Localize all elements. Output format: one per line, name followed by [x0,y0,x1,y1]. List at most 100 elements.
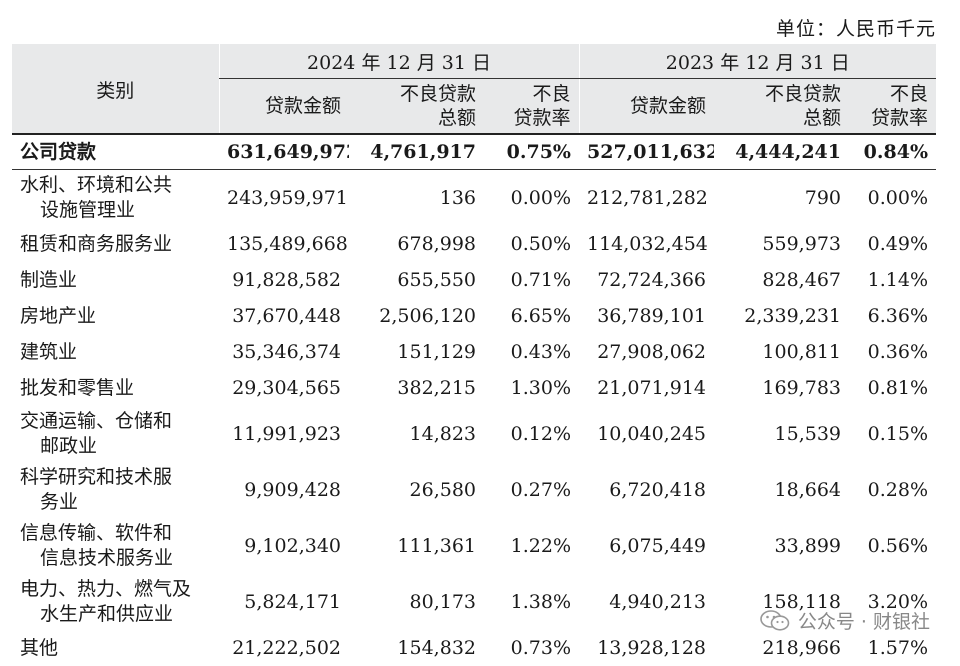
cell-npl-2024: 2,506,120 [379,305,476,327]
industry-name-line1: 信息传输、软件和 [20,522,173,544]
cell-npl-2023: 15,539 [774,423,841,445]
cell-loan-2024: 9,102,340 [244,535,341,557]
cell-ratio-2024: 1.30% [510,377,571,399]
loan-table: 类别 2024 年 12 月 31 日 2023 年 12 月 31 日 贷款金… [12,44,937,666]
industry-name-line1: 租赁和商务服务业 [20,232,173,255]
cell-ratio-2024: 0.71% [510,269,571,291]
header-npl-ratio-2024: 不良 贷款率 [484,78,579,135]
industry-name: 租赁和商务服务业 [12,226,219,262]
cell-npl-2024: 151,129 [397,341,476,363]
cell-npl-2023: 2,339,231 [744,305,841,327]
cell-loan-2023: 21,071,914 [597,377,706,399]
cell-loan-2023: 10,040,245 [597,423,706,445]
header-npl-total-2024: 不良贷款 总额 [349,78,484,135]
cell-ratio-2024: 0.12% [510,423,571,445]
total-npl-2024: 4,761,917 [349,134,484,170]
cell-ratio-2023: 0.28% [867,479,929,501]
cell-loan-2023: 212,781,282 [587,187,708,209]
cell-npl-2024: 111,361 [397,535,476,557]
cell-loan-2024: 21,222,502 [232,637,341,659]
cell-npl-2023: 169,783 [762,377,841,399]
cell-ratio-2023: 6.36% [867,305,929,327]
header-loan-amount-2023: 贷款金额 [578,78,714,135]
wechat-icon [760,609,790,633]
cell-ratio-2023: 0.15% [867,423,929,445]
cell-loan-2023: 114,032,454 [587,233,708,255]
total-loan-2024: 631,649,972 [219,134,349,170]
cell-ratio-2023: 0.56% [867,535,929,557]
cell-ratio-2024: 0.73% [510,637,571,659]
industry-name-line1: 制造业 [20,268,78,291]
industry-name: 房地产业 [12,298,219,334]
industry-name-line2: 设施管理业 [40,199,136,221]
industry-name: 制造业 [12,262,219,298]
cell-loan-2023: 13,928,128 [597,637,706,659]
cell-npl-2023: 218,966 [762,637,841,659]
industry-name-line1: 电力、热力、燃气及 [20,578,192,600]
cell-loan-2024: 9,909,428 [244,479,341,501]
industry-name-line1: 其他 [20,636,59,659]
cell-npl-2024: 382,215 [397,377,476,399]
cell-loan-2023: 27,908,062 [597,341,706,363]
cell-npl-2023: 18,664 [774,479,841,501]
total-npl-2023: 4,444,241 [714,134,849,170]
industry-name-line1: 批发和零售业 [20,376,135,399]
industry-name: 批发和零售业 [12,370,219,406]
cell-npl-2024: 154,832 [397,637,476,659]
total-name: 公司贷款 [12,134,219,170]
cell-ratio-2024: 1.38% [510,591,571,613]
industry-name-line1: 科学研究和技术服 [20,466,173,488]
cell-npl-2023: 158,118 [762,591,841,613]
header-npl-total-2023: 不良贷款 总额 [714,78,849,135]
total-ratio-2024: 0.75% [484,134,579,170]
industry-name: 信息传输、软件和信息技术服务业 [12,518,219,574]
header-loan-amount-2024: 贷款金额 [218,78,349,135]
industry-name-line1: 交通运输、仓储和 [20,410,173,432]
table-row: 租赁和商务服务业 135,489,668 678,998 0.50% 114,032,4… [12,226,936,262]
table-row: 交通运输、仓储和 邮政业 11,991,923 14,823 0.12% 10,040,2… [12,406,936,462]
header-period-2023: 2023 年 12 月 31 日 [578,44,937,79]
total-loan-2023: 527,011,632 [579,134,714,170]
header-category: 类别 [12,44,219,135]
cell-npl-2023: 828,467 [762,269,841,291]
cell-npl-2023: 559,973 [762,233,841,255]
cell-loan-2024: 5,824,171 [244,591,341,613]
cell-npl-2024: 655,550 [397,269,476,291]
unit-label: 单位：人民币千元 [775,18,936,40]
industry-name: 科学研究和技术服务业 [12,462,219,518]
cell-ratio-2024: 6.65% [510,305,571,327]
industry-name-line2: 邮政业 [40,435,98,457]
industry-name: 电力、热力、燃气及 水生产和供应业 [12,574,219,630]
industry-name: 交通运输、仓储和邮政业 [12,406,219,462]
cell-loan-2023: 6,720,418 [609,479,706,501]
cell-npl-2023: 790 [804,187,841,209]
cell-loan-2024: 91,828,582 [232,269,341,291]
table-row: 科学研究和技术服 务业 9,909,428 26,580 0.27% 6,720,418 1… [12,462,936,518]
header-period-2024: 2024 年 12 月 31 日 [218,44,579,79]
watermark-text: 公众号 · 财银社 [797,611,930,633]
industry-name-line1: 房地产业 [20,304,97,327]
table-row: 其他 21,222,502 154,832 0.73% 13,928,128 218,96… [12,630,936,666]
industry-name-line2: 务业 [40,491,79,513]
cell-npl-2024: 678,998 [397,233,476,255]
industry-name-line1: 建筑业 [20,340,78,363]
table-row-total: 公司贷款 631,649,972 4,761,917 0.75% 527,011… [12,134,937,170]
table-row: 建筑业 35,346,374 151,129 0.43% 27,908,062 100,8… [12,334,936,370]
cell-ratio-2023: 0.36% [867,341,929,363]
cell-npl-2024: 26,580 [409,479,476,501]
cell-ratio-2023: 1.14% [867,269,929,291]
header-npl-ratio-2023: 不良 贷款率 [849,78,937,135]
cell-ratio-2024: 0.50% [510,233,571,255]
cell-ratio-2023: 3.20% [867,591,929,613]
cell-ratio-2023: 0.49% [867,233,929,255]
cell-loan-2023: 4,940,213 [609,591,706,613]
industry-name-line2: 信息技术服务业 [40,547,174,569]
cell-loan-2024: 243,959,971 [227,187,348,209]
cell-ratio-2024: 0.43% [510,341,571,363]
cell-loan-2023: 6,075,449 [609,535,706,557]
table-row: 制造业 91,828,582 655,550 0.71% 72,724,366 828,4… [12,262,936,298]
industry-name: 其他 [12,630,219,666]
table-row: 批发和零售业 29,304,565 382,215 1.30% 21,071,914 16… [12,370,936,406]
cell-loan-2024: 135,489,668 [227,233,348,255]
cell-loan-2024: 37,670,448 [232,305,341,327]
